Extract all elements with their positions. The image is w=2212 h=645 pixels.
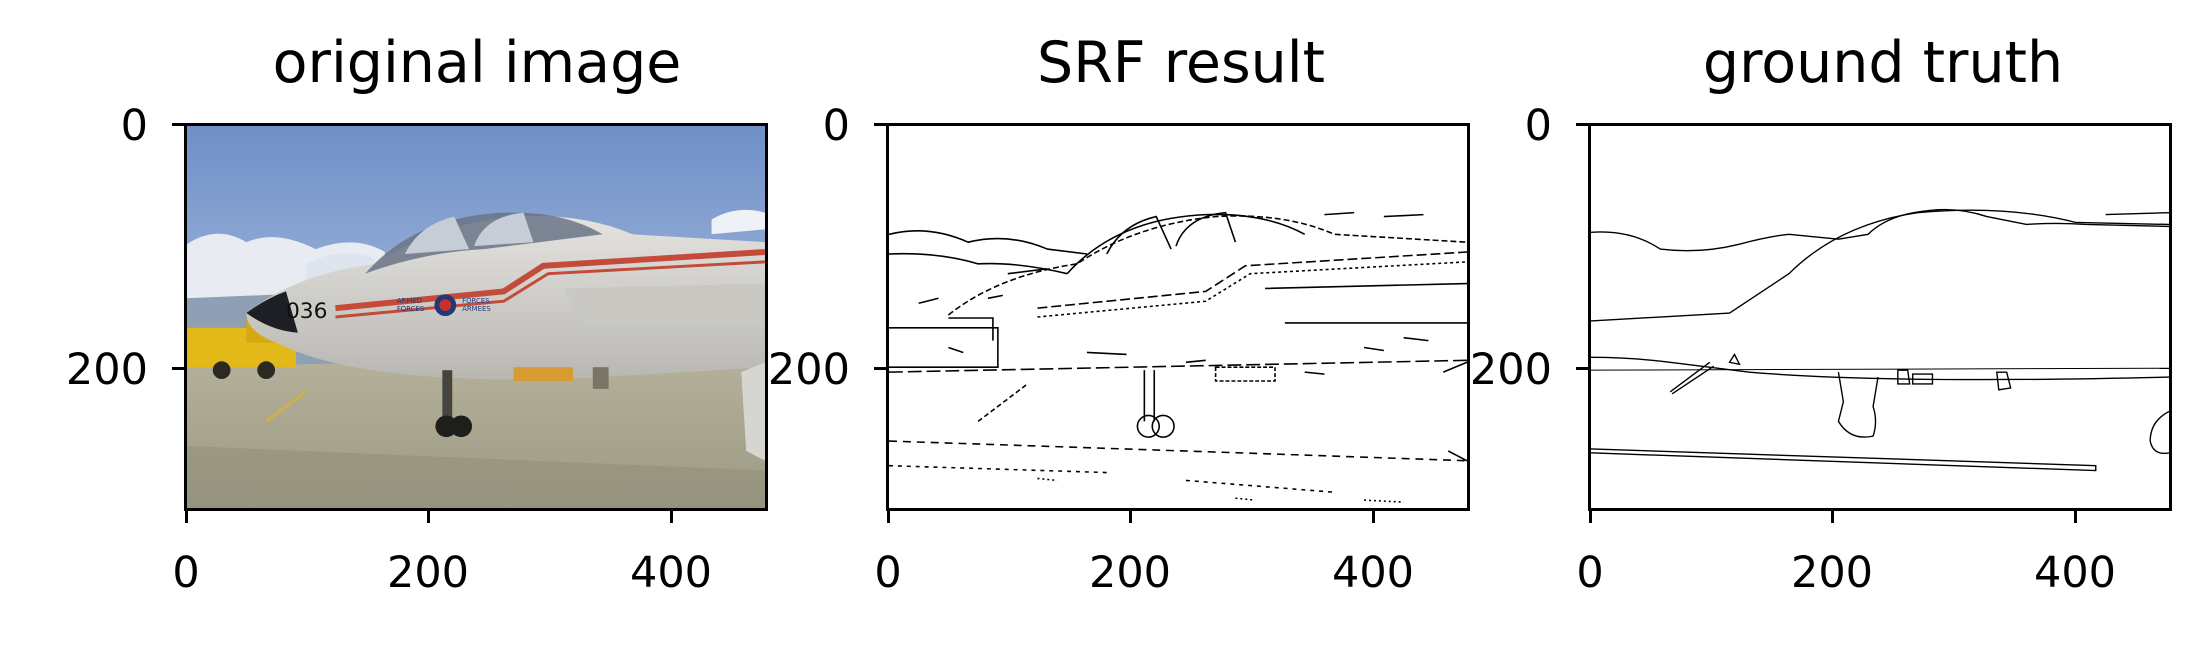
panel-title: original image — [272, 30, 682, 96]
y-tick-mark — [1576, 367, 1588, 370]
y-tick-mark — [874, 367, 886, 370]
y-tick-label: 200 — [1469, 345, 1552, 395]
x-tick-mark — [185, 511, 188, 523]
x-tick-mark — [887, 511, 890, 523]
panel-original-image: original image — [0, 0, 768, 645]
x-tick-mark — [427, 511, 430, 523]
panel-ground-truth: ground truth 0 200 400 0 200 — [1404, 0, 2172, 645]
y-tick-label: 0 — [120, 101, 148, 151]
y-tick-mark — [1576, 123, 1588, 126]
x-tick-mark — [1831, 511, 1834, 523]
y-tick-label: 0 — [822, 101, 850, 151]
x-tick-label: 0 — [172, 548, 200, 598]
x-tick-label: 200 — [386, 548, 470, 598]
x-tick-label: 0 — [1576, 548, 1604, 598]
panel-title: SRF result — [1037, 30, 1325, 96]
x-tick-label: 200 — [1790, 548, 1874, 598]
x-tick-label: 0 — [874, 548, 902, 598]
x-tick-label: 400 — [629, 548, 713, 598]
x-tick-mark — [2074, 511, 2077, 523]
x-tick-label: 200 — [1088, 548, 1172, 598]
panel-srf-result: SRF result 0 — [702, 0, 1470, 645]
y-tick-label: 200 — [767, 345, 850, 395]
x-tick-mark — [670, 511, 673, 523]
x-tick-mark — [1589, 511, 1592, 523]
x-tick-label: 400 — [2033, 548, 2117, 598]
svg-text:ARMED: ARMED — [397, 297, 422, 305]
svg-text:036: 036 — [286, 299, 328, 324]
x-tick-label: 400 — [1331, 548, 1415, 598]
y-tick-label: 200 — [65, 345, 148, 395]
srf-result-axes — [886, 123, 1470, 511]
original-image-axes: 036 ARMED FORCES FORCES ARMEES — [184, 123, 768, 511]
x-tick-mark — [1129, 511, 1132, 523]
aircraft-photo: 036 ARMED FORCES FORCES ARMEES — [187, 126, 765, 508]
x-tick-mark — [1372, 511, 1375, 523]
ground-truth-axes — [1588, 123, 2172, 511]
panel-title: ground truth — [1702, 30, 2064, 96]
svg-text:FORCES: FORCES — [462, 297, 489, 305]
edge-map-ground-truth — [1591, 208, 2169, 472]
y-tick-label: 0 — [1524, 101, 1552, 151]
svg-text:ARMEES: ARMEES — [462, 305, 491, 313]
y-tick-mark — [172, 123, 184, 126]
y-tick-mark — [172, 367, 184, 370]
y-tick-mark — [874, 123, 886, 126]
edge-map-srf — [889, 211, 1467, 503]
svg-text:FORCES: FORCES — [397, 305, 424, 313]
